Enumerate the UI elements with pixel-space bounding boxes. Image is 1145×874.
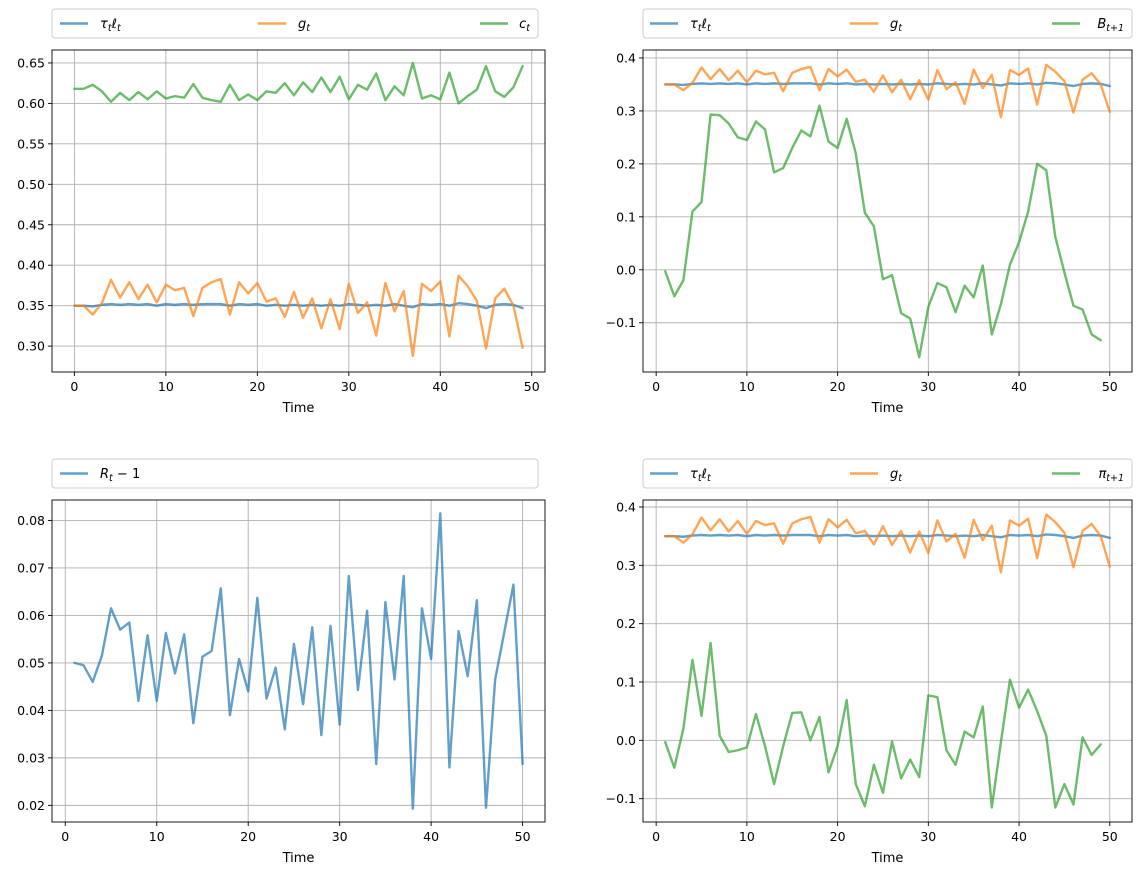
chart-panel-1: 0 10 20 30 40 50 0.30 0.35 0.40 0.45 0.50 0.55 0.60 0…	[17, 8, 546, 416]
legend-label: πt+1	[1098, 467, 1124, 484]
y-tick-label: 0.03	[17, 750, 45, 765]
y-tick-label: 0.65	[17, 55, 45, 70]
chart-panel-2: 0 10 20 30 40 50 −0.1 0.0 0.1 0.2 0.3 0.4 Time τtℓt gt…	[606, 8, 1133, 416]
y-tick-label: 0.3	[616, 558, 636, 573]
x-tick-label: 30	[920, 829, 936, 844]
x-tick-label: 10	[739, 829, 755, 844]
y-tick-label: −0.1	[606, 791, 636, 806]
x-tick-label: 10	[158, 379, 174, 394]
y-tick-label: 0.06	[17, 608, 45, 623]
y-tick-label: 0.1	[616, 675, 636, 690]
y-tick-label: 0.07	[17, 560, 45, 575]
legend: Rt − 1	[51, 458, 539, 489]
series-line-green	[664, 104, 1102, 359]
legend-label: τtℓt	[690, 17, 712, 34]
y-tick-label: 0.4	[616, 500, 636, 515]
legend-label: gt	[890, 17, 903, 34]
x-tick-label: 20	[830, 379, 846, 394]
x-tick-label: 20	[830, 829, 846, 844]
legend: τtℓt gt ct	[51, 8, 539, 39]
chart-panel-3: 0 10 20 30 40 50 0.02 0.03 0.04 0.05 0.06 0.07 0.08 T…	[17, 458, 546, 866]
plot-frame	[51, 49, 546, 373]
legend-label: τtℓt	[100, 17, 122, 34]
x-tick-label: 10	[739, 379, 755, 394]
y-tick-label: 0.4	[616, 50, 636, 65]
y-tick-label: 0.08	[17, 513, 45, 528]
series-line-orange	[664, 513, 1111, 574]
legend-box	[51, 458, 539, 489]
x-tick-label: 40	[1011, 829, 1027, 844]
y-tick-label: 0.2	[616, 616, 636, 631]
series-line-orange	[73, 274, 524, 358]
y-tick-label: 0.0	[616, 262, 636, 277]
legend-label: Rt − 1	[100, 467, 140, 484]
x-tick-label: 0	[61, 829, 69, 844]
x-tick-label: 0	[652, 379, 660, 394]
x-tick-label: 20	[249, 379, 265, 394]
y-tick-label: 0.02	[17, 798, 45, 813]
chart-panel-4: 0 10 20 30 40 50 −0.1 0.0 0.1 0.2 0.3 0.4 Time τtℓt gt…	[606, 458, 1133, 866]
x-tick-label: 0	[70, 379, 78, 394]
y-tick-label: 0.45	[17, 217, 45, 232]
series-line-green	[73, 61, 524, 105]
series-line-green	[664, 641, 1102, 809]
x-tick-label: 30	[341, 379, 357, 394]
series-line-blue	[73, 512, 524, 810]
legend: τtℓt gt πt+1	[642, 458, 1133, 489]
x-tick-label: 50	[1102, 379, 1118, 394]
y-tick-label: 0.40	[17, 258, 45, 273]
y-tick-label: 0.1	[616, 209, 636, 224]
y-tick-label: 0.55	[17, 136, 45, 151]
x-tick-label: 50	[524, 379, 540, 394]
legend-label: gt	[890, 467, 903, 484]
y-tick-label: 0.0	[616, 733, 636, 748]
x-axis-label: Time	[871, 401, 904, 416]
legend-box	[642, 8, 1133, 39]
legend-label: gt	[298, 17, 311, 34]
x-axis-label: Time	[282, 401, 315, 416]
y-tick-label: −0.1	[606, 315, 636, 330]
y-tick-label: 0.35	[17, 298, 45, 313]
legend-label: Bt+1	[1097, 17, 1124, 34]
series-line-orange	[664, 63, 1111, 119]
x-tick-label: 30	[920, 379, 936, 394]
y-tick-label: 0.3	[616, 103, 636, 118]
x-tick-label: 40	[432, 379, 448, 394]
x-tick-label: 40	[1011, 379, 1027, 394]
plot-frame	[51, 499, 546, 823]
plot-frame	[642, 499, 1133, 823]
legend-label: τtℓt	[690, 467, 712, 484]
x-tick-label: 30	[332, 829, 348, 844]
x-tick-label: 10	[149, 829, 165, 844]
y-tick-label: 0.30	[17, 339, 45, 354]
x-tick-label: 20	[240, 829, 256, 844]
x-tick-label: 50	[1102, 829, 1118, 844]
x-axis-label: Time	[282, 851, 315, 866]
x-tick-label: 40	[423, 829, 439, 844]
legend-label: ct	[519, 17, 531, 34]
legend: τtℓt gt Bt+1	[642, 8, 1133, 39]
y-tick-label: 0.60	[17, 96, 45, 111]
x-axis-label: Time	[871, 851, 904, 866]
legend-box	[51, 8, 539, 39]
y-tick-label: 0.05	[17, 655, 45, 670]
legend-box	[642, 458, 1133, 489]
y-tick-label: 0.50	[17, 177, 45, 192]
y-tick-label: 0.04	[17, 703, 45, 718]
y-tick-label: 0.2	[616, 156, 636, 171]
plot-frame	[642, 49, 1133, 373]
x-tick-label: 50	[515, 829, 531, 844]
x-tick-label: 0	[652, 829, 660, 844]
